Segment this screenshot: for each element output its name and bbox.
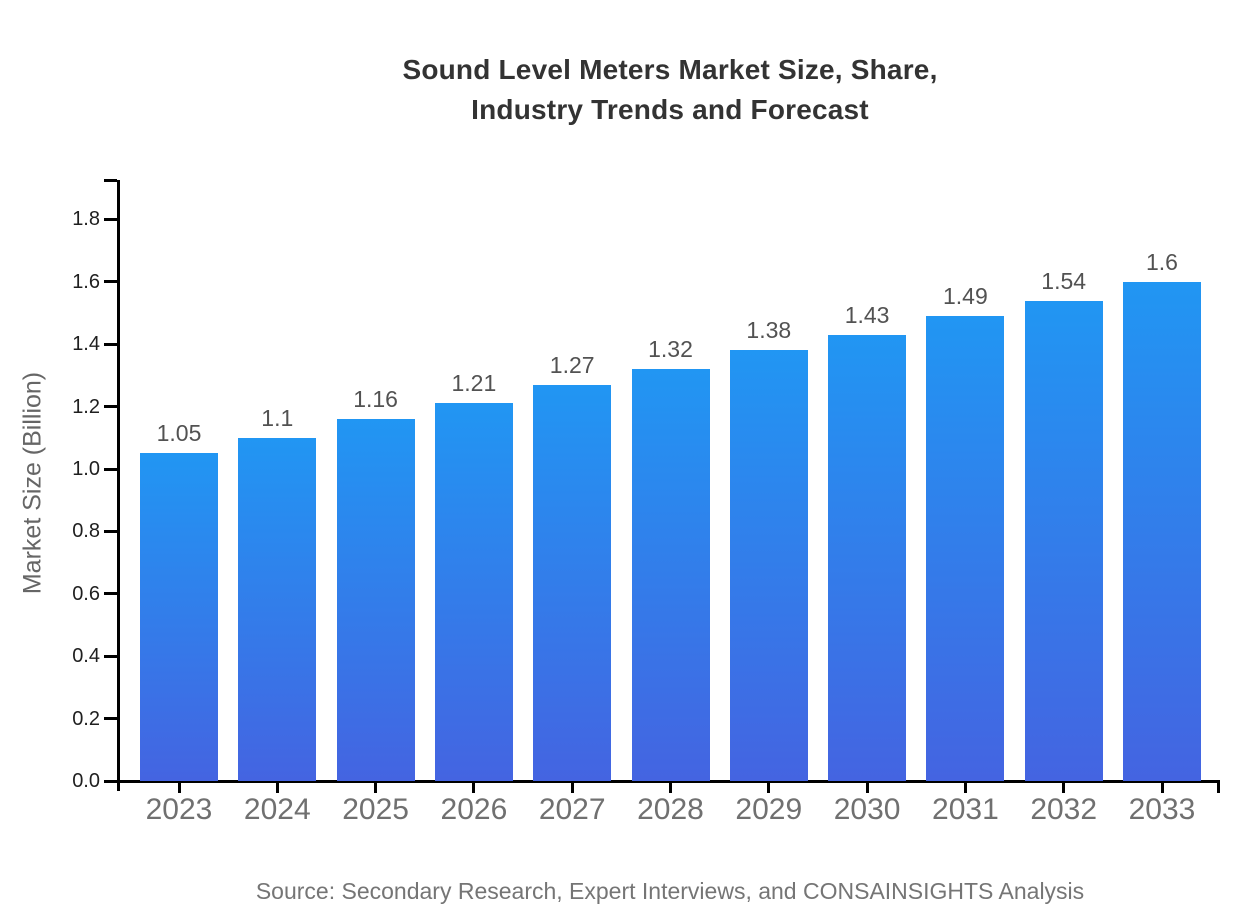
x-tick bbox=[1160, 782, 1164, 793]
x-tick-label: 2024 bbox=[243, 793, 311, 826]
bar-value-label: 1.1 bbox=[261, 404, 294, 431]
x-tick bbox=[472, 782, 476, 793]
x-tick bbox=[669, 782, 672, 793]
x-tick bbox=[275, 782, 279, 793]
x-tick-label: 2025 bbox=[342, 793, 409, 826]
bar-value-label: 1.54 bbox=[1041, 267, 1087, 294]
y-tick bbox=[104, 217, 117, 221]
y-tick bbox=[104, 280, 117, 284]
y-tick-label: 1.4 bbox=[72, 333, 100, 356]
bar-2024 bbox=[238, 437, 317, 781]
x-tick bbox=[963, 782, 967, 793]
y-tick bbox=[104, 654, 117, 658]
chart-title-line1: Sound Level Meters Market Size, Share, bbox=[402, 54, 938, 85]
bar-2026 bbox=[434, 403, 513, 781]
x-tick-label: 2023 bbox=[145, 793, 213, 826]
y-tick bbox=[104, 592, 117, 596]
chart-title: Sound Level Meters Market Size, Share, I… bbox=[80, 50, 1260, 130]
x-tick-label: 2027 bbox=[538, 793, 606, 826]
y-tick bbox=[104, 717, 117, 721]
x-tick-label: 2028 bbox=[637, 793, 704, 826]
y-tick-label: 0.0 bbox=[72, 770, 100, 792]
bar-2031 bbox=[926, 316, 1005, 781]
bar-2025 bbox=[336, 419, 415, 781]
x-tick bbox=[374, 782, 378, 793]
x-tick-label: 2033 bbox=[1128, 793, 1196, 826]
bar-value-label: 1.6 bbox=[1146, 248, 1178, 275]
bar-value-label: 1.16 bbox=[353, 386, 398, 413]
y-tick bbox=[104, 342, 117, 346]
bar-2023 bbox=[140, 453, 218, 781]
y-axis-line bbox=[117, 180, 120, 791]
y-tick-label: 1.8 bbox=[72, 208, 100, 231]
x-tick bbox=[177, 782, 181, 793]
x-tick bbox=[865, 782, 869, 793]
y-axis-end-tick bbox=[104, 178, 117, 182]
x-tick bbox=[570, 782, 574, 793]
x-tick bbox=[767, 782, 771, 793]
bar-value-label: 1.05 bbox=[156, 420, 202, 447]
bar-value-label: 1.43 bbox=[844, 301, 890, 328]
bar-2032 bbox=[1024, 300, 1103, 781]
y-tick-label: 1.0 bbox=[72, 458, 100, 480]
x-tick-label: 2030 bbox=[833, 793, 901, 826]
x-axis-line bbox=[117, 779, 1220, 783]
y-tick bbox=[104, 467, 117, 471]
x-axis-end-tick bbox=[1217, 782, 1220, 793]
x-tick-label: 2031 bbox=[932, 793, 999, 826]
bar-value-label: 1.27 bbox=[549, 351, 595, 378]
bar-2033 bbox=[1123, 281, 1201, 781]
y-tick-label: 0.6 bbox=[72, 582, 100, 605]
bar-2027 bbox=[533, 384, 612, 781]
source-note: Source: Secondary Research, Expert Inter… bbox=[255, 878, 1085, 904]
y-tick bbox=[104, 779, 117, 783]
bar-value-label: 1.38 bbox=[746, 317, 792, 344]
bar-value-label: 1.21 bbox=[451, 370, 497, 397]
y-tick bbox=[104, 405, 117, 409]
chart-title-line2: Industry Trends and Forecast bbox=[471, 94, 869, 125]
x-tick-label: 2029 bbox=[735, 793, 803, 826]
bar-2028 bbox=[631, 369, 710, 781]
x-tick-label: 2026 bbox=[440, 793, 508, 826]
y-tick-label: 0.2 bbox=[72, 707, 100, 730]
y-tick bbox=[104, 529, 117, 533]
bar-2030 bbox=[828, 334, 907, 781]
y-tick-label: 1.2 bbox=[72, 395, 100, 418]
y-tick-label: 0.8 bbox=[72, 520, 100, 543]
bar-2029 bbox=[729, 350, 808, 781]
y-tick-label: 1.6 bbox=[72, 270, 100, 293]
bar-value-label: 1.32 bbox=[648, 336, 693, 363]
y-tick-label: 0.4 bbox=[72, 645, 100, 668]
bar-value-label: 1.49 bbox=[943, 283, 988, 310]
x-tick-label: 2032 bbox=[1030, 793, 1098, 826]
x-tick bbox=[1062, 782, 1066, 793]
